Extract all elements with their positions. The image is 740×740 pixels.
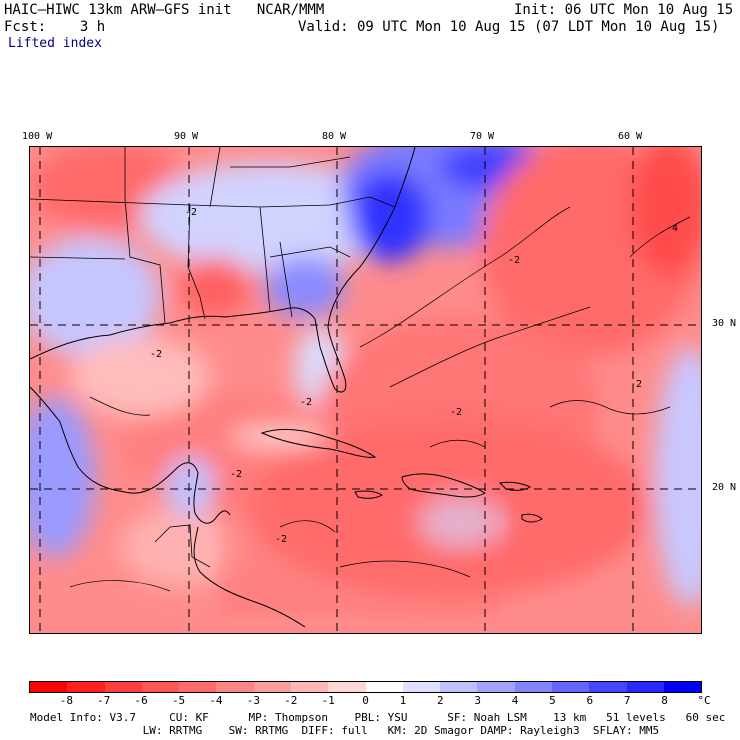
legend-swatch bbox=[104, 682, 142, 692]
legend-swatch bbox=[30, 682, 68, 692]
legend-swatch bbox=[216, 682, 254, 692]
legend-swatch bbox=[589, 682, 627, 692]
contours bbox=[69, 206, 691, 592]
legend-swatch bbox=[253, 682, 291, 692]
legend-tick-label: 3 bbox=[474, 694, 481, 707]
contour-label: -2 bbox=[630, 379, 642, 390]
model-title: HAIC—HIWC 13km ARW—GFS init NCAR/MMM bbox=[4, 2, 325, 18]
contour-label: -2 bbox=[150, 349, 162, 360]
lat-label: 30 N bbox=[712, 318, 737, 329]
legend-tick-label: 0 bbox=[362, 694, 369, 707]
legend-unit: °C bbox=[697, 694, 711, 707]
legend-tick-label: -8 bbox=[59, 694, 73, 707]
contour-label: -4 bbox=[666, 223, 678, 234]
forecast-hour: Fcst: 3 h bbox=[4, 19, 106, 35]
map-canvas: -2 -2 -2 -2 -2 -2 -2 -4 -2 bbox=[30, 147, 701, 633]
legend-swatch bbox=[179, 682, 217, 692]
legend-swatch bbox=[328, 682, 366, 692]
legend-swatch bbox=[663, 682, 702, 692]
legend-swatch bbox=[440, 682, 478, 692]
legend-tick-label: 1 bbox=[399, 694, 407, 707]
legend-ticks: -8 -7 -6 -5 -4 -3 -2 -1 0 1 2 3 4 5 6 7 8 °C bbox=[29, 694, 711, 708]
legend-swatch bbox=[67, 682, 105, 692]
political-boundaries bbox=[30, 147, 396, 568]
legend-tick-label: 4 bbox=[511, 694, 519, 707]
color-legend bbox=[29, 681, 702, 693]
caribbean-speckle bbox=[220, 487, 500, 617]
legend-tick-label: -5 bbox=[171, 694, 186, 707]
legend-swatch bbox=[402, 682, 441, 692]
lat-label: 20 N bbox=[712, 482, 737, 493]
legend-tick-label: 8 bbox=[661, 694, 668, 707]
legend-tick-label: 5 bbox=[549, 694, 556, 707]
legend-swatch bbox=[514, 682, 552, 692]
contour-labels: -2 -2 -2 -2 -2 -2 -2 -4 -2 bbox=[150, 207, 678, 545]
model-info-line1: Model Info: V3.7 CU: KF MP: Thompson PBL… bbox=[30, 711, 726, 724]
legend-swatch bbox=[551, 682, 590, 692]
lon-label: 90 W bbox=[174, 131, 199, 142]
legend-swatch bbox=[365, 682, 403, 692]
legend-swatch bbox=[626, 682, 664, 692]
legend-tick-label: -6 bbox=[134, 694, 148, 707]
contour-label: -2 bbox=[300, 397, 312, 408]
contour-label: -2 bbox=[275, 534, 287, 545]
lon-label: 80 W bbox=[322, 131, 347, 142]
legend-swatch bbox=[290, 682, 329, 692]
lon-label: 100 W bbox=[22, 131, 53, 142]
legend-tick-label: -4 bbox=[209, 694, 223, 707]
legend-tick-label: -3 bbox=[246, 694, 260, 707]
graticule bbox=[30, 147, 701, 633]
model-info-line2: LW: RRTMG SW: RRTMG DIFF: full KM: 2D Sm… bbox=[30, 724, 660, 737]
init-time: Init: 06 UTC Mon 10 Aug 15 bbox=[514, 2, 734, 18]
contour-label: -2 bbox=[185, 207, 197, 218]
legend-tick-label: -7 bbox=[97, 694, 111, 707]
contour-label: -2 bbox=[230, 469, 242, 480]
valid-time: Valid: 09 UTC Mon 10 Aug 15 (07 LDT Mon … bbox=[298, 19, 720, 35]
lon-label: 60 W bbox=[618, 131, 643, 142]
legend-tick-label: -1 bbox=[321, 694, 335, 707]
legend-tick-label: 6 bbox=[586, 694, 594, 707]
shading bbox=[30, 147, 701, 607]
legend-tick-label: 7 bbox=[623, 694, 631, 707]
legend-tick-label: -2 bbox=[284, 694, 298, 707]
contour-label: -2 bbox=[508, 255, 520, 266]
legend-swatch bbox=[477, 682, 515, 692]
contour-label: -2 bbox=[450, 407, 462, 418]
field-name: Lifted index bbox=[8, 36, 102, 51]
legend-tick-label: 2 bbox=[436, 694, 444, 707]
legend-swatch bbox=[141, 682, 180, 692]
lon-label: 70 W bbox=[470, 131, 495, 142]
lifted-index-map: -2 -2 -2 -2 -2 -2 -2 -4 -2 bbox=[29, 146, 702, 634]
